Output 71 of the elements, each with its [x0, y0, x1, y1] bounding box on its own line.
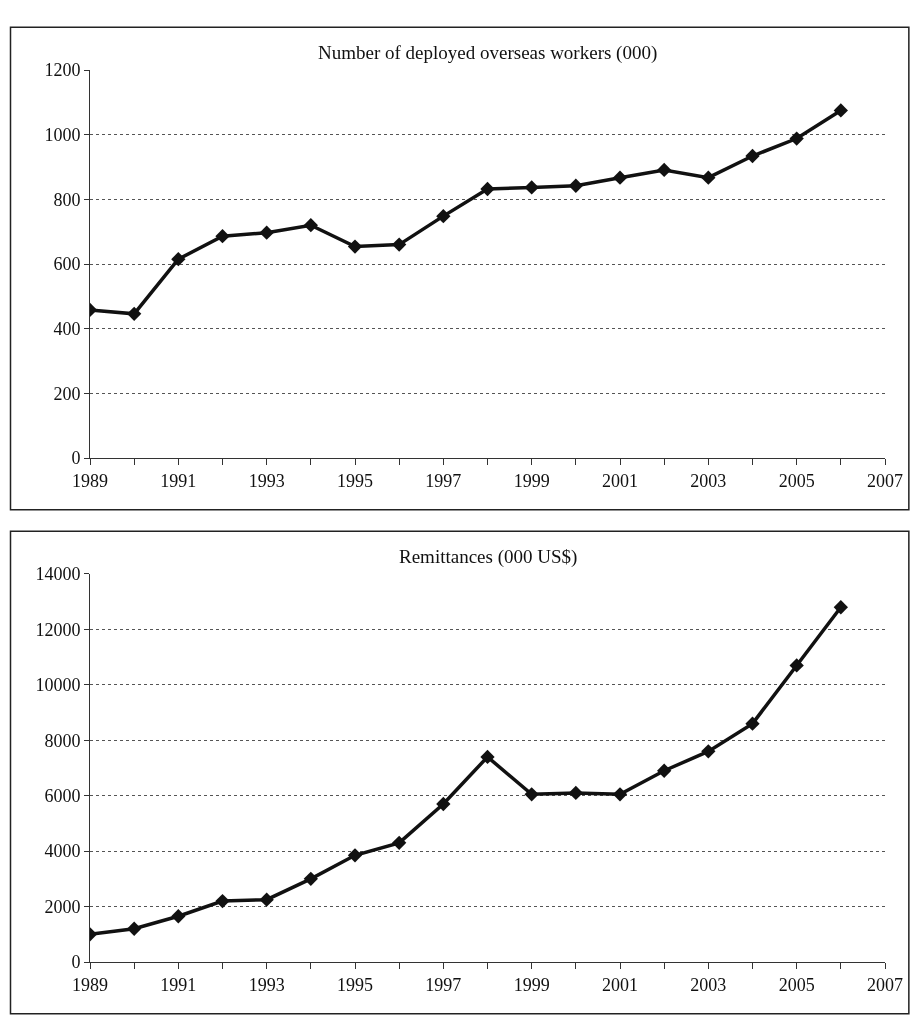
point: [171, 252, 186, 267]
x-tick-label: 1997: [425, 470, 462, 491]
point: [303, 218, 318, 233]
point: [127, 921, 142, 936]
point: [347, 848, 363, 863]
x-tick-label: 2007: [867, 974, 903, 995]
chart-title: Number of deployed overseas workers (000): [318, 42, 658, 64]
point: [480, 181, 495, 197]
y-tick-label: 1200: [44, 60, 81, 81]
y-tick-label: 8000: [44, 730, 81, 751]
point: [259, 892, 274, 907]
point: [701, 744, 716, 759]
x-tick-label: 1993: [248, 974, 285, 995]
point: [259, 225, 274, 240]
x-tick-label: 2001: [602, 974, 638, 995]
x-tick-label: 2007: [867, 470, 903, 491]
y-tick-label: 0: [71, 448, 81, 469]
point: [833, 103, 848, 118]
point: [568, 178, 583, 193]
x-tick-label: 2005: [778, 470, 815, 491]
x-tick-label: 1995: [337, 470, 373, 491]
point: [612, 170, 628, 185]
y-tick-label: 6000: [44, 786, 81, 807]
x-tick-label: 1989: [72, 974, 108, 995]
point: [171, 909, 186, 924]
y-tick-label: 200: [53, 383, 81, 404]
point: [524, 180, 539, 195]
point: [436, 209, 451, 224]
point: [215, 229, 230, 244]
y-tick-label: 2000: [44, 896, 81, 917]
x-tick-label: 1991: [160, 470, 197, 491]
point: [568, 785, 583, 801]
x-tick-label: 1995: [337, 974, 373, 995]
point: [303, 871, 318, 886]
y-tick-label: 4000: [44, 841, 81, 862]
x-tick-label: 1999: [513, 470, 550, 491]
y-tick-label: 12000: [35, 619, 81, 640]
y-tick-label: 600: [53, 254, 81, 275]
point: [657, 763, 672, 778]
point: [524, 787, 539, 802]
x-tick-label: 1989: [72, 470, 108, 491]
x-tick-label: 1993: [248, 470, 285, 491]
point: [745, 716, 760, 731]
point: [612, 787, 628, 802]
chart-title: Remittances (000 US$): [399, 546, 578, 568]
point: [789, 658, 804, 673]
x-tick-label: 1999: [513, 974, 550, 995]
x-tick-label: 1991: [160, 974, 197, 995]
y-tick-label: 1000: [44, 124, 81, 145]
y-tick-label: 14000: [35, 564, 81, 585]
y-tick-label: 0: [71, 952, 81, 973]
point: [127, 306, 142, 321]
y-tick-label: 10000: [35, 675, 81, 696]
y-tick-label: 400: [53, 318, 81, 339]
x-tick-label: 2003: [690, 974, 727, 995]
point: [789, 131, 804, 146]
x-tick-label: 1997: [425, 974, 462, 995]
point: [436, 796, 451, 812]
x-tick-label: 2003: [690, 470, 727, 491]
point: [745, 148, 760, 164]
point: [657, 162, 672, 178]
point: [215, 893, 230, 909]
point: [392, 835, 407, 850]
point: [347, 239, 363, 254]
x-tick-label: 2005: [778, 974, 815, 995]
point: [833, 600, 848, 615]
y-tick-label: 800: [53, 189, 81, 210]
x-tick-label: 2001: [602, 470, 638, 491]
point: [392, 237, 407, 252]
point: [701, 170, 716, 185]
point: [480, 749, 495, 765]
